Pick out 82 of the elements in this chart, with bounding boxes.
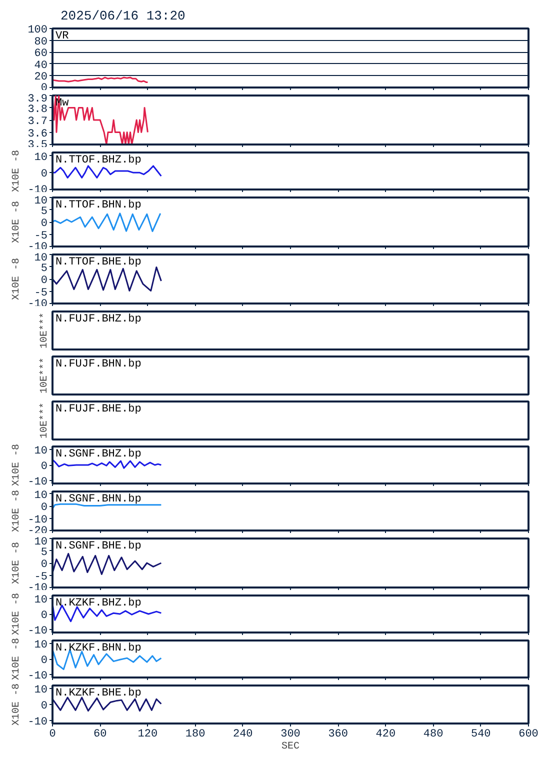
x-axis-title: SEC [282,742,300,752]
annotation: N.KZKF.BHN.bp [56,642,142,654]
x-tick-label: 480 [423,728,444,740]
x-tick-label: 540 [471,728,491,740]
y-tick-label: 0 [40,610,48,622]
y-tick-label: -5 [34,287,48,300]
annotation: N.TTOF.BHZ.bp [56,154,142,166]
y-axis-title: X10E -8 [12,258,23,300]
y-tick-label: 80 [34,36,48,48]
y-tick-label: 3.9 [28,94,48,106]
text: N.FUJF.BHN.bp [56,358,142,370]
y-tick-label: 10 [34,196,48,208]
y-tick-label: -5 [34,230,48,242]
x-tick-label: 120 [138,728,158,740]
chart-title: 2025/06/16 13:20 [60,8,186,24]
y-tick-label: 0 [40,168,48,181]
y-tick-label: 10 [34,536,48,548]
annotation: N.TTOF.BHE.bp [56,256,142,268]
y-axis-title: X10E -8 [12,200,23,244]
y-tick-label: 0 [40,461,48,473]
x-tick-label: 240 [233,728,253,740]
line-series [52,696,162,712]
text: N.FUJF.BHE.bp [56,404,142,416]
x-tick-label: 360 [328,728,348,740]
y-axis-title: X10E -8 [12,150,23,192]
text: N.FUJF.BHZ.bp [56,314,142,326]
y-tick-label: 3.7 [28,116,48,128]
y-axis-title: X10E -8 [12,444,23,486]
x-tick-label: 300 [280,728,300,740]
line-series [52,552,162,576]
y-tick-label: -10 [28,625,48,638]
y-axis-title: X10E -8 [12,542,23,584]
y-tick-label: 0 [40,559,48,571]
y-tick-label: 10 [34,446,48,458]
line-series [52,266,162,292]
y-tick-label: 5 [40,206,48,218]
y-tick-label: 10 [34,640,48,652]
x-tick-label: 420 [376,728,396,740]
y-tick-label: 20 [34,72,48,84]
y-tick-label: 0 [40,700,48,712]
y-tick-label: 5 [40,262,48,275]
annotation: VR [56,30,70,42]
y-tick-label: 10 [34,490,48,502]
y-tick-label: 0 [40,218,48,230]
y-tick-label: -10 [28,670,48,682]
y-tick-label: 10 [34,684,48,697]
line-series [52,458,162,469]
y-tick-label: 5 [40,546,48,559]
y-tick-label: 0 [40,655,48,667]
annotation: N.SGNF.BHE.bp [56,540,142,552]
y-tick-label: 100 [28,24,48,36]
y-tick-label: 40 [34,60,48,72]
y-axis-title: X10E -8 [12,592,23,636]
annotation: N.KZKF.BHE.bp [56,688,142,700]
annotation: N.KZKF.BHZ.bp [56,598,142,610]
text: 10E*** [38,357,50,394]
y-tick-label: 0 [40,502,48,514]
y-tick-label: 10 [34,252,48,264]
y-tick-label: -10 [28,476,48,488]
y-axis-title: X10E -8 [12,490,23,532]
x-tick-label: 60 [94,728,107,740]
y-tick-label: 0 [40,275,48,287]
annotation: N.SGNF.BHN.bp [56,494,142,506]
x-tick-label: 600 [518,728,538,740]
line-series [52,212,162,232]
y-tick-label: 3.6 [28,128,48,140]
y-axis-title: X10E -8 [12,683,23,726]
annotation: N.SGNF.BHZ.bp [56,448,142,460]
y-axis-title: X10E -8 [12,638,23,680]
y-tick-label: 3.8 [28,104,48,116]
y-tick-label: -10 [28,716,48,728]
y-tick-label: 10 [34,152,48,164]
y-tick-label: -5 [34,571,48,584]
y-tick-label: -10 [28,514,48,526]
x-tick-label: 0 [49,728,56,740]
y-tick-label: 60 [34,48,48,60]
text: 10E*** [38,402,50,439]
y-tick-label: 10 [34,594,48,607]
annotation: N.TTOF.BHN.bp [56,200,142,212]
x-tick-label: 180 [185,728,206,740]
text: 10E*** [38,312,50,349]
line-series [52,165,162,178]
